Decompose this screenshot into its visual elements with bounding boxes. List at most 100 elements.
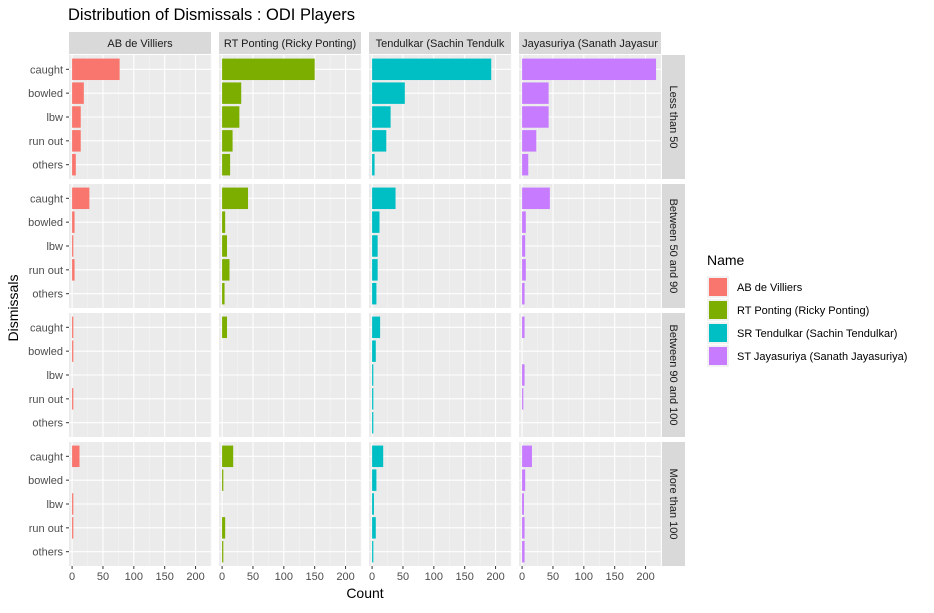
bar <box>522 282 525 305</box>
facet-panel <box>369 313 512 437</box>
legend-key <box>709 347 727 365</box>
y-tick-label: others <box>32 160 63 172</box>
facet-panel <box>69 184 212 308</box>
x-tick-label: 150 <box>606 571 624 583</box>
x-tick-label: 150 <box>306 571 324 583</box>
bar <box>522 187 550 210</box>
facet-strip-row <box>662 442 685 566</box>
facet-panel <box>219 442 362 566</box>
bar <box>222 153 231 176</box>
facet-panel <box>519 55 662 179</box>
facet-panels: AB de Villiers RT Ponting (Ricky Ponting)… <box>28 32 685 583</box>
bar <box>372 82 405 104</box>
facet-strip-col <box>369 32 511 54</box>
facet-strip-row <box>662 313 685 437</box>
bar <box>372 340 376 362</box>
facet-strip-col <box>69 32 211 54</box>
bar <box>372 58 492 81</box>
y-tick-label: run out <box>29 523 63 535</box>
x-tick-label: 150 <box>156 571 174 583</box>
bar <box>372 469 377 491</box>
bar <box>522 388 524 410</box>
x-tick-label: 150 <box>456 571 474 583</box>
bar <box>522 445 532 468</box>
facet-strip-row <box>662 184 685 308</box>
bar <box>72 153 76 176</box>
bar <box>372 235 378 257</box>
bar <box>222 187 249 210</box>
bar <box>72 211 75 233</box>
bar <box>222 316 228 339</box>
facet-panel <box>369 442 512 566</box>
bar <box>522 316 525 339</box>
x-axis-label: Count <box>346 585 383 601</box>
bar <box>72 187 90 210</box>
x-tick-label: 200 <box>486 571 504 583</box>
bar <box>522 364 525 386</box>
x-tick-label: 100 <box>275 571 293 583</box>
x-tick-label: 0 <box>519 571 525 583</box>
y-tick-label: lbw <box>46 499 63 511</box>
bar <box>372 153 375 176</box>
x-tick-label: 0 <box>369 571 375 583</box>
bar <box>372 540 374 563</box>
y-tick-label: caught <box>30 322 63 334</box>
bar <box>372 187 396 210</box>
facet-strip-col <box>519 32 661 54</box>
facet-strip-col-label: RT Ponting (Ricky Ponting) <box>224 38 356 50</box>
bar <box>72 106 81 128</box>
bar <box>72 340 74 362</box>
bar <box>522 517 525 539</box>
bar <box>72 259 75 281</box>
bar <box>522 235 526 257</box>
facet-panel <box>519 184 662 308</box>
y-tick-label: others <box>32 289 63 301</box>
facet-strip-row-label: More than 100 <box>667 469 679 540</box>
bar <box>72 316 74 339</box>
y-tick-label: lbw <box>46 370 63 382</box>
bar <box>522 493 524 515</box>
bar <box>72 130 81 152</box>
bar <box>72 517 74 539</box>
x-tick-label: 100 <box>125 571 143 583</box>
y-tick-label: caught <box>30 193 63 205</box>
y-tick-label: run out <box>29 265 63 277</box>
y-tick-label: lbw <box>46 112 63 124</box>
bar <box>372 445 384 468</box>
legend-key <box>709 324 727 342</box>
legend-label: RT Ponting (Ricky Ponting) <box>737 305 869 317</box>
facet-panel <box>369 55 512 179</box>
y-tick-label: bowled <box>28 346 63 358</box>
y-tick-label: run out <box>29 136 63 148</box>
y-tick-label: caught <box>30 451 63 463</box>
bar <box>222 282 225 305</box>
x-tick-label: 50 <box>97 571 109 583</box>
bar <box>72 493 74 515</box>
bar <box>222 445 234 468</box>
facet-panel <box>69 313 212 437</box>
facet-strip-col-label: Jayasuriya (Sanath Jayasur <box>522 38 658 50</box>
bar <box>372 388 374 410</box>
facet-strip-col <box>219 32 361 54</box>
bar <box>72 388 74 410</box>
facet-strip-row <box>662 55 685 179</box>
bar <box>522 58 657 81</box>
y-tick-label: run out <box>29 394 63 406</box>
bar <box>72 445 80 468</box>
facet-strip-row-label: Less than 50 <box>667 86 679 149</box>
bar <box>222 235 228 257</box>
x-tick-label: 200 <box>636 571 654 583</box>
x-tick-label: 200 <box>336 571 354 583</box>
bar <box>522 82 549 104</box>
legend-key <box>709 301 727 319</box>
bar <box>222 106 240 128</box>
bar <box>372 282 377 305</box>
facet-strip-col-label: AB de Villiers <box>107 38 173 50</box>
legend-label: AB de Villiers <box>737 282 803 294</box>
x-tick-label: 200 <box>186 571 204 583</box>
bar <box>222 130 233 152</box>
x-tick-label: 50 <box>247 571 259 583</box>
facet-panel <box>519 313 662 437</box>
facet-strip-row-label: Between 90 and 100 <box>667 325 679 426</box>
